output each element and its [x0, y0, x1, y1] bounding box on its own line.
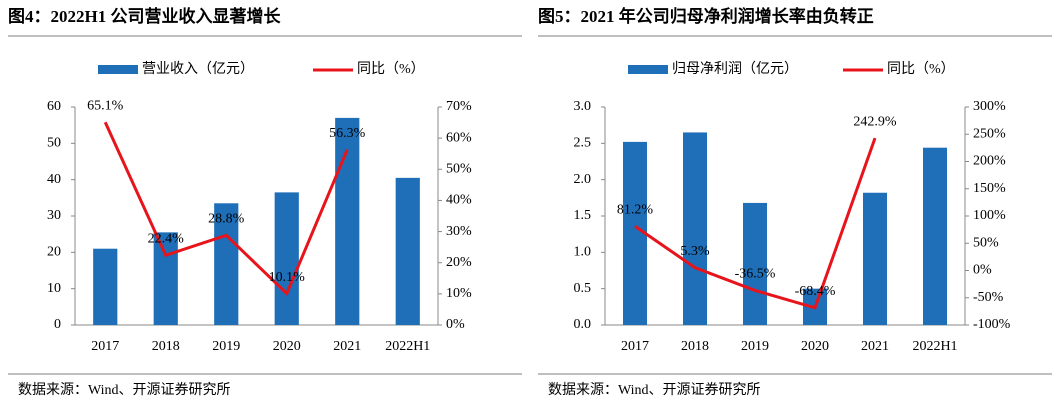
data-label: 81.2%	[617, 202, 654, 217]
data-label: 56.3%	[329, 126, 366, 141]
y2-tick-label: -100%	[973, 317, 1011, 332]
y-tick-label: 10	[47, 281, 61, 296]
y2-tick-label: 10%	[446, 286, 472, 301]
y-tick-label: 0.0	[574, 317, 592, 332]
bar	[863, 192, 887, 325]
bar	[335, 117, 360, 326]
data-label: -68.4%	[795, 284, 836, 299]
bar	[214, 203, 239, 325]
y2-tick-label: 100%	[973, 208, 1006, 223]
y2-tick-label: 200%	[973, 154, 1006, 169]
bar	[93, 248, 118, 325]
y-tick-label: 60	[47, 99, 61, 114]
legend-label: 营业收入（亿元）	[142, 61, 254, 77]
legend-label: 归母净利润（亿元）	[672, 60, 798, 77]
y2-tick-label: 60%	[446, 130, 472, 145]
legend-label: 同比（%）	[887, 61, 955, 77]
y2-tick-label: 150%	[973, 181, 1006, 196]
y-tick-label: 3.0	[574, 99, 592, 114]
y-tick-label: 0.5	[574, 281, 592, 296]
line	[634, 137, 877, 310]
bar	[395, 177, 420, 325]
x-tick-label: 2020	[801, 339, 829, 354]
x-tick-label: 2017	[621, 339, 649, 354]
y-tick-label: 30	[47, 208, 61, 223]
data-label: 22.4%	[148, 231, 185, 246]
y2-tick-label: 50%	[973, 235, 999, 250]
bar	[743, 202, 767, 325]
bar	[923, 147, 947, 325]
data-label: 10.1%	[269, 270, 306, 285]
y-tick-label: 20	[47, 245, 61, 260]
data-label: -36.5%	[735, 267, 776, 282]
x-tick-label: 2021	[861, 339, 889, 354]
y2-tick-label: 30%	[446, 224, 472, 239]
y2-tick-label: 70%	[446, 99, 472, 114]
source: 数据来源：Wind、开源证券研究所	[18, 382, 231, 398]
y2-tick-label: 20%	[446, 255, 472, 270]
chart-title: 图4：2022H1 公司营业收入显著增长	[8, 6, 281, 26]
bar	[274, 192, 299, 325]
bar	[683, 132, 707, 325]
x-tick-label: 2019	[212, 339, 240, 354]
chart-title: 图5：2021 年公司归母净利润增长率由负转正	[538, 6, 874, 26]
x-tick-label: 2019	[741, 339, 769, 354]
source: 数据来源：Wind、开源证券研究所	[548, 382, 761, 398]
x-tick-label: 2017	[91, 339, 119, 354]
data-label: 5.3%	[680, 244, 710, 259]
y2-tick-label: 40%	[446, 193, 472, 208]
y-tick-label: 50	[47, 136, 61, 151]
y-tick-label: 2.0	[574, 172, 592, 187]
y2-tick-label: 300%	[973, 99, 1006, 114]
line	[103, 121, 349, 297]
legend-label: 同比（%）	[357, 61, 425, 77]
x-tick-label: 2018	[681, 339, 709, 354]
y2-tick-label: -50%	[973, 290, 1004, 305]
x-tick-label: 2018	[152, 339, 180, 354]
data-label: 242.9%	[853, 114, 897, 129]
bar	[153, 232, 178, 325]
y-tick-label: 1.5	[574, 208, 592, 223]
y-tick-label: 0	[54, 317, 61, 332]
y2-tick-label: 0%	[973, 263, 992, 278]
data-label: 65.1%	[87, 98, 124, 113]
y2-tick-label: 0%	[446, 317, 465, 332]
y-tick-label: 1.0	[574, 245, 592, 260]
x-tick-label: 2022H1	[385, 339, 430, 354]
x-tick-label: 2022H1	[912, 339, 957, 354]
y-tick-label: 40	[47, 172, 61, 187]
y-tick-label: 2.5	[574, 136, 592, 151]
x-tick-label: 2020	[273, 339, 301, 354]
y2-tick-label: 250%	[973, 126, 1006, 141]
y2-tick-label: 50%	[446, 162, 472, 177]
legend-swatch	[628, 65, 668, 74]
x-tick-label: 2021	[333, 339, 361, 354]
legend-swatch	[98, 65, 138, 74]
data-label: 28.8%	[208, 212, 245, 227]
